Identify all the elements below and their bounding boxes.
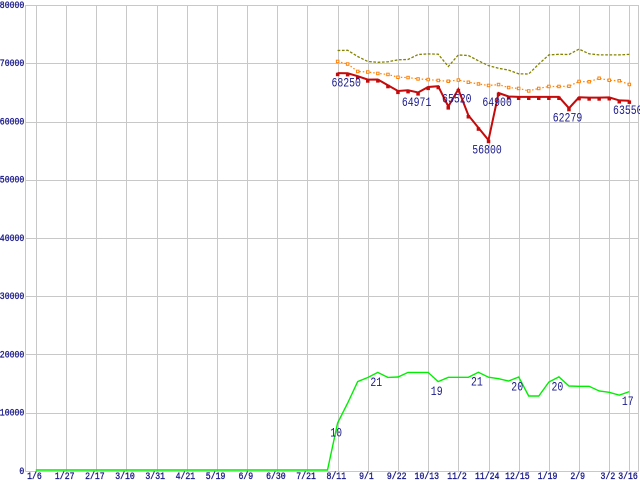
svg-text:9/22: 9/22 [387, 471, 407, 480]
svg-text:20: 20 [552, 380, 564, 394]
svg-text:8/11: 8/11 [327, 471, 347, 480]
svg-text:10: 10 [330, 426, 342, 440]
svg-text:5/19: 5/19 [206, 471, 226, 480]
svg-text:4/21: 4/21 [176, 471, 196, 480]
svg-text:3/10: 3/10 [115, 471, 135, 480]
svg-text:6/30: 6/30 [266, 471, 286, 480]
svg-text:3/16: 3/16 [618, 471, 638, 480]
svg-text:7/21: 7/21 [296, 471, 316, 480]
svg-text:64971: 64971 [402, 96, 432, 110]
svg-text:63550: 63550 [613, 104, 640, 118]
svg-text:0: 0 [19, 467, 24, 478]
svg-text:70000: 70000 [0, 59, 24, 70]
svg-text:30000: 30000 [0, 292, 24, 303]
svg-text:9/1: 9/1 [359, 471, 374, 480]
svg-text:10000: 10000 [0, 409, 24, 420]
svg-text:40000: 40000 [0, 234, 24, 245]
svg-text:20: 20 [511, 380, 523, 394]
svg-text:50000: 50000 [0, 176, 24, 187]
svg-text:11/24: 11/24 [475, 471, 500, 480]
svg-text:2/17: 2/17 [85, 471, 105, 480]
svg-text:56800: 56800 [472, 143, 502, 157]
svg-text:62279: 62279 [553, 111, 583, 125]
svg-text:80000: 80000 [0, 1, 24, 12]
svg-text:12/15: 12/15 [505, 471, 530, 480]
svg-text:10/13: 10/13 [415, 471, 440, 480]
svg-text:68250: 68250 [331, 77, 361, 91]
svg-text:20000: 20000 [0, 350, 24, 361]
svg-text:19: 19 [431, 385, 443, 399]
svg-text:60000: 60000 [0, 117, 24, 128]
svg-text:6/9: 6/9 [238, 471, 253, 480]
svg-text:64900: 64900 [482, 96, 512, 110]
svg-text:1/19: 1/19 [538, 471, 558, 480]
svg-text:2/9: 2/9 [570, 471, 585, 480]
svg-text:17: 17 [622, 395, 634, 409]
svg-text:65520: 65520 [442, 93, 472, 107]
svg-text:21: 21 [370, 376, 382, 390]
svg-text:3/31: 3/31 [145, 471, 165, 480]
svg-text:11/2: 11/2 [447, 471, 467, 480]
svg-text:1/6: 1/6 [27, 471, 42, 480]
svg-text:3/2: 3/2 [601, 471, 616, 480]
svg-text:21: 21 [471, 376, 483, 390]
svg-text:1/27: 1/27 [55, 471, 75, 480]
